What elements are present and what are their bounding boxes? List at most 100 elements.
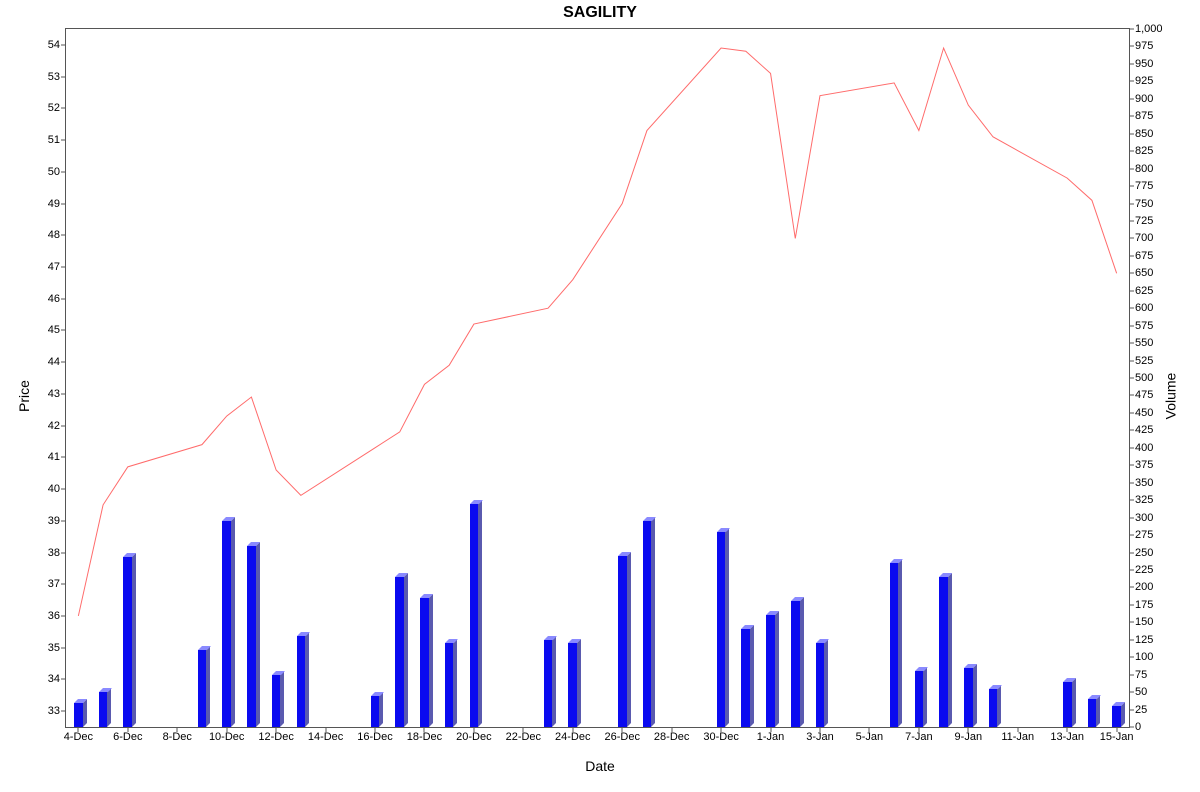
y-right-tick-mark <box>1129 133 1134 134</box>
x-tick-mark <box>473 727 474 732</box>
y-right-tick-mark <box>1129 412 1134 413</box>
y-left-tick-mark <box>61 711 66 712</box>
volume-bar <box>544 640 553 727</box>
y-left-tick-mark <box>61 203 66 204</box>
x-tick-mark <box>1017 727 1018 732</box>
y-right-tick-mark <box>1129 168 1134 169</box>
y-left-tick-mark <box>61 44 66 45</box>
y-right-tick-mark <box>1129 325 1134 326</box>
y-right-tick: 1,000 <box>1129 23 1163 35</box>
y-left-tick-mark <box>61 647 66 648</box>
y-right-tick-mark <box>1129 639 1134 640</box>
y-right-tick-mark <box>1129 500 1134 501</box>
x-tick-mark <box>276 727 277 732</box>
y-left-tick-mark <box>61 679 66 680</box>
y-left-tick-mark <box>61 235 66 236</box>
y-right-tick-mark <box>1129 604 1134 605</box>
y-left-tick-mark <box>61 615 66 616</box>
volume-bar <box>222 521 231 727</box>
y-right-tick-mark <box>1129 395 1134 396</box>
y-right-tick-mark <box>1129 378 1134 379</box>
y-right-tick-mark <box>1129 482 1134 483</box>
plot-area: 3334353637383940414243444546474849505152… <box>65 28 1130 728</box>
volume-bar <box>766 615 775 727</box>
y-left-tick-mark <box>61 266 66 267</box>
x-tick-mark <box>226 727 227 732</box>
y-right-tick-mark <box>1129 657 1134 658</box>
y-right-tick-mark <box>1129 273 1134 274</box>
x-tick-mark <box>375 727 376 732</box>
volume-bar <box>297 636 306 727</box>
volume-bar <box>395 577 404 727</box>
x-tick-mark <box>968 727 969 732</box>
y-right-tick-mark <box>1129 709 1134 710</box>
volume-bar <box>470 504 479 727</box>
x-tick-mark <box>523 727 524 732</box>
x-tick-mark <box>1116 727 1117 732</box>
x-tick-mark <box>1067 727 1068 732</box>
y-right-tick-mark <box>1129 692 1134 693</box>
volume-bar <box>371 696 380 727</box>
volume-bar <box>74 703 83 727</box>
y-right-tick-mark <box>1129 98 1134 99</box>
y-right-tick-mark <box>1129 587 1134 588</box>
y-right-tick-mark <box>1129 81 1134 82</box>
x-tick-mark <box>177 727 178 732</box>
volume-bar <box>568 643 577 727</box>
y-right-tick-mark <box>1129 465 1134 466</box>
y-right-tick-mark <box>1129 29 1134 30</box>
volume-bar <box>741 629 750 727</box>
y-right-tick-mark <box>1129 255 1134 256</box>
volume-bar <box>816 643 825 727</box>
y-right-tick-mark <box>1129 674 1134 675</box>
x-tick-mark <box>622 727 623 732</box>
y-left-tick-mark <box>61 330 66 331</box>
x-tick-mark <box>325 727 326 732</box>
y-left-tick-mark <box>61 489 66 490</box>
y-left-tick-mark <box>61 393 66 394</box>
volume-bar <box>123 557 132 727</box>
y-right-tick-mark <box>1129 360 1134 361</box>
y-right-tick-mark <box>1129 203 1134 204</box>
y-axis-left-label: Price <box>16 380 32 412</box>
y-right-tick-mark <box>1129 622 1134 623</box>
chart-title: SAGILITY <box>0 4 1200 22</box>
x-tick-mark <box>127 727 128 732</box>
y-right-tick-mark <box>1129 517 1134 518</box>
y-right-tick-mark <box>1129 290 1134 291</box>
y-right-tick-mark <box>1129 220 1134 221</box>
y-left-tick-mark <box>61 552 66 553</box>
volume-bar <box>420 598 429 727</box>
y-left-tick-mark <box>61 457 66 458</box>
volume-bar <box>989 689 998 727</box>
x-axis-label: Date <box>0 758 1200 774</box>
y-right-tick-mark <box>1129 343 1134 344</box>
y-left-tick-mark <box>61 140 66 141</box>
x-tick-mark <box>869 727 870 732</box>
y-left-tick-mark <box>61 76 66 77</box>
y-left-tick-mark <box>61 298 66 299</box>
y-right-tick-mark <box>1129 186 1134 187</box>
y-right-tick-mark <box>1129 535 1134 536</box>
volume-bar <box>643 521 652 727</box>
x-tick-mark <box>78 727 79 732</box>
x-tick-mark <box>671 727 672 732</box>
x-tick-mark <box>918 727 919 732</box>
y-left-tick-mark <box>61 108 66 109</box>
volume-bar <box>1063 682 1072 727</box>
y-right-tick-mark <box>1129 569 1134 570</box>
volume-bar <box>272 675 281 727</box>
y-right-tick-mark <box>1129 552 1134 553</box>
y-right-tick-mark <box>1129 238 1134 239</box>
y-right-tick-mark <box>1129 116 1134 117</box>
chart-container: SAGILITY Price Volume Date 3334353637383… <box>0 0 1200 792</box>
y-left-tick-mark <box>61 584 66 585</box>
y-left-tick-mark <box>61 425 66 426</box>
volume-bar <box>964 668 973 727</box>
volume-bar <box>247 546 256 727</box>
y-left-tick-mark <box>61 171 66 172</box>
y-right-tick-mark <box>1129 151 1134 152</box>
volume-bar <box>791 601 800 727</box>
volume-bar <box>198 650 207 727</box>
volume-bar <box>939 577 948 727</box>
